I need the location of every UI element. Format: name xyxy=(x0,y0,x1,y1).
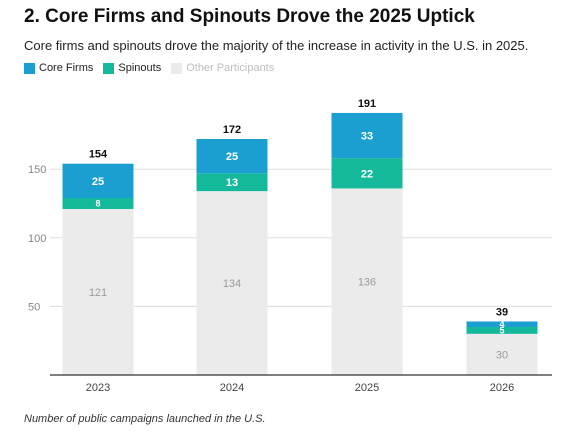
bar-spinouts-2026 xyxy=(466,326,538,334)
data-label-spinouts-2023: 8 xyxy=(95,199,100,209)
y-tick-label: 150 xyxy=(28,164,46,176)
data-label-other-participants-2026: 30 xyxy=(496,349,508,361)
data-label-core-firms-2025: 33 xyxy=(361,131,373,143)
bar-other-participants-2023 xyxy=(62,208,134,375)
total-label-2023: 154 xyxy=(89,149,108,161)
bar-spinouts-2023 xyxy=(62,198,134,209)
x-tick-label-2024: 2024 xyxy=(220,382,244,394)
x-tick-label-2023: 2023 xyxy=(86,382,110,394)
legend-item-spinouts: Spinouts xyxy=(103,62,161,74)
bar-spinouts-2025 xyxy=(331,158,403,189)
bar-core-firms-2026 xyxy=(466,321,538,327)
data-label-spinouts-2026: 5 xyxy=(499,326,504,336)
footnote: Number of public campaigns launched in t… xyxy=(24,413,266,425)
legend: Core Firms Spinouts Other Participants xyxy=(24,62,284,74)
data-label-core-firms-2023: 25 xyxy=(92,176,104,188)
total-label-2024: 172 xyxy=(223,124,241,136)
total-label-2026: 39 xyxy=(496,306,508,318)
bar-other-participants-2024 xyxy=(196,191,268,375)
data-label-core-firms-2024: 25 xyxy=(226,151,238,163)
legend-swatch-core-firms xyxy=(24,62,35,74)
y-tick-label: 100 xyxy=(28,233,46,245)
data-label-other-participants-2025: 136 xyxy=(358,277,376,289)
y-tick-label: 50 xyxy=(28,301,40,313)
legend-swatch-other-participants xyxy=(171,62,183,74)
legend-label-other-participants: Other Participants xyxy=(186,62,275,74)
bar-spinouts-2024 xyxy=(196,173,268,192)
bar-core-firms-2025 xyxy=(331,112,403,159)
data-label-other-participants-2024: 134 xyxy=(223,278,241,290)
legend-swatch-spinouts xyxy=(103,62,115,74)
legend-item-other-participants: Other Participants xyxy=(171,62,274,74)
legend-item-core-firms: Core Firms xyxy=(24,62,93,74)
bar-other-participants-2025 xyxy=(331,188,403,375)
data-label-other-participants-2023: 121 xyxy=(89,287,107,299)
data-label-core-firms-2026: 4 xyxy=(499,319,504,329)
chart-subtitle: Core firms and spinouts drove the majori… xyxy=(24,38,529,53)
chart-title: 2. Core Firms and Spinouts Drove the 202… xyxy=(24,6,475,27)
legend-label-core-firms: Core Firms xyxy=(39,62,94,74)
data-label-spinouts-2025: 22 xyxy=(361,168,373,180)
data-label-spinouts-2024: 13 xyxy=(226,177,238,189)
bar-other-participants-2026 xyxy=(466,333,538,375)
bar-core-firms-2024 xyxy=(196,139,268,174)
x-tick-label-2025: 2025 xyxy=(355,382,379,394)
legend-label-spinouts: Spinouts xyxy=(118,62,162,74)
bar-core-firms-2023 xyxy=(62,163,134,199)
x-tick-label-2026: 2026 xyxy=(490,382,514,394)
total-label-2025: 191 xyxy=(358,98,376,110)
